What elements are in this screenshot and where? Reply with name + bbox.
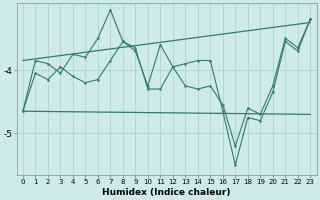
X-axis label: Humidex (Indice chaleur): Humidex (Indice chaleur)	[102, 188, 231, 197]
